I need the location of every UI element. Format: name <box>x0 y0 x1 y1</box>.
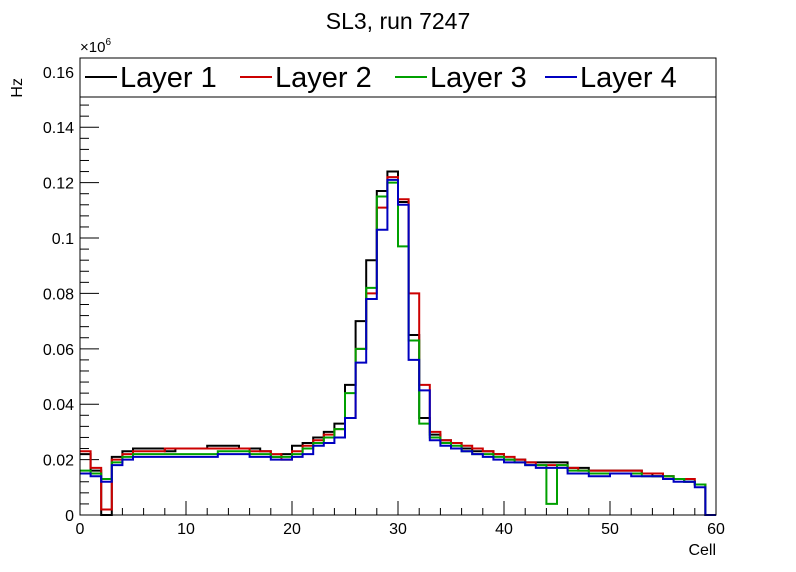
y-tick-label: 0.1 <box>52 231 74 248</box>
x-tick-label: 0 <box>76 521 85 538</box>
y-tick-label: 0.16 <box>43 65 74 82</box>
y-tick-label: 0.04 <box>43 397 74 414</box>
x-axis-label: Cell <box>688 542 716 559</box>
axis-ticks: 0 10 20 30 40 50 60 0 0.02 0.04 0.06 0.08 0.1 0.12 0.1… <box>43 60 725 538</box>
y-tick-label: 0.14 <box>43 120 74 137</box>
y-tick-label: 0.06 <box>43 342 74 359</box>
legend: Layer 1 Layer 2 Layer 3 Layer 4 <box>79 57 717 98</box>
y-tick-label: 0.12 <box>43 176 74 193</box>
y-multiplier-exponent: 6 <box>105 37 111 48</box>
y-tick-label: 0 <box>65 508 74 525</box>
series-line-layer-4 <box>80 178 716 516</box>
x-tick-label: 30 <box>389 521 407 538</box>
y-multiplier-label: ×106 <box>80 37 111 56</box>
legend-label: Layer 1 <box>120 62 217 94</box>
legend-label: Layer 4 <box>580 62 677 94</box>
legend-label: Layer 2 <box>275 62 372 94</box>
legend-label: Layer 3 <box>430 62 527 94</box>
plot-frame <box>79 57 717 516</box>
chart-title: SL3, run 7247 <box>326 8 471 34</box>
y-tick-label: 0.02 <box>43 453 74 470</box>
x-tick-label: 10 <box>177 521 195 538</box>
series-line-layer-3 <box>80 181 716 516</box>
series-layer <box>80 170 716 516</box>
y-tick-label: 0.08 <box>43 286 74 303</box>
x-tick-label: 40 <box>495 521 513 538</box>
x-tick-label: 20 <box>283 521 301 538</box>
y-multiplier-base: ×10 <box>80 39 105 56</box>
x-tick-label: 50 <box>601 521 619 538</box>
y-axis-label: Hz <box>9 78 26 98</box>
x-tick-label: 60 <box>707 521 725 538</box>
